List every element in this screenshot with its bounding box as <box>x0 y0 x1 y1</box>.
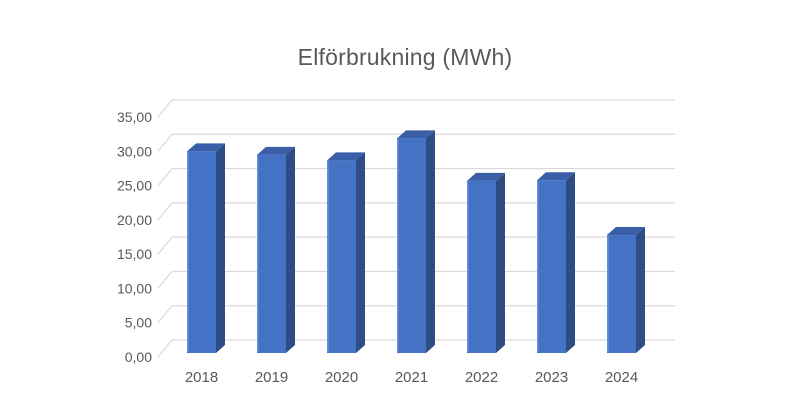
bar-2023 <box>537 172 575 353</box>
y-axis-label: 20,00 <box>117 212 152 228</box>
y-axis-label: 35,00 <box>117 109 152 125</box>
bar-side-face <box>286 146 295 353</box>
bar-front-face <box>327 160 356 353</box>
x-axis-label: 2018 <box>185 369 218 386</box>
bar-side-face <box>496 172 505 353</box>
bar-2021 <box>397 130 435 353</box>
y-axis-depth-tick <box>157 202 173 221</box>
y-axis-depth-tick <box>157 168 173 186</box>
bar-top-face <box>187 143 225 152</box>
y-axis-depth-tick <box>157 305 173 324</box>
y-axis-depth-tick <box>157 99 173 118</box>
bar-front-face <box>467 180 496 353</box>
bar-top-face <box>467 172 505 181</box>
bar-2024 <box>607 227 645 353</box>
bar-top-face <box>257 146 295 155</box>
bar-side-face <box>426 130 435 353</box>
bar-2022 <box>467 172 505 353</box>
bar-top-face <box>607 227 645 236</box>
x-axis-label: 2019 <box>255 369 288 386</box>
bar-front-face <box>187 151 216 353</box>
bar-side-face <box>566 172 575 353</box>
x-axis-label: 2023 <box>535 369 568 386</box>
x-axis-label: 2024 <box>605 369 638 386</box>
bar-top-face <box>397 130 435 139</box>
bar-2019 <box>257 146 295 353</box>
chart-title: Elförbrukning (MWh) <box>297 44 513 70</box>
bar-2018 <box>187 143 225 353</box>
bar-top-face <box>537 172 575 181</box>
y-axis-label: 30,00 <box>117 143 152 159</box>
x-axis-label: 2021 <box>395 369 428 386</box>
y-axis-depth-tick <box>157 271 173 289</box>
y-axis-label: 15,00 <box>117 246 152 262</box>
x-axis-label: 2020 <box>325 369 358 386</box>
bar-top-face <box>327 152 365 161</box>
y-axis-label: 5,00 <box>125 315 152 331</box>
y-axis-label: 0,00 <box>125 349 152 365</box>
y-axis-label: 25,00 <box>117 178 152 194</box>
x-axis-label: 2022 <box>465 369 498 386</box>
y-axis-depth-tick <box>157 339 173 358</box>
bar-front-face <box>537 180 566 353</box>
bar-front-face <box>397 138 426 353</box>
bar-2020 <box>327 152 365 353</box>
bar-side-face <box>216 143 225 353</box>
y-axis-depth-tick <box>157 236 173 255</box>
bar-side-face <box>356 152 365 353</box>
bar-front-face <box>607 235 636 353</box>
bar-side-face <box>636 227 645 353</box>
y-axis-label: 10,00 <box>117 280 152 296</box>
y-axis-depth-tick <box>157 133 173 152</box>
bar-front-face <box>257 154 286 353</box>
